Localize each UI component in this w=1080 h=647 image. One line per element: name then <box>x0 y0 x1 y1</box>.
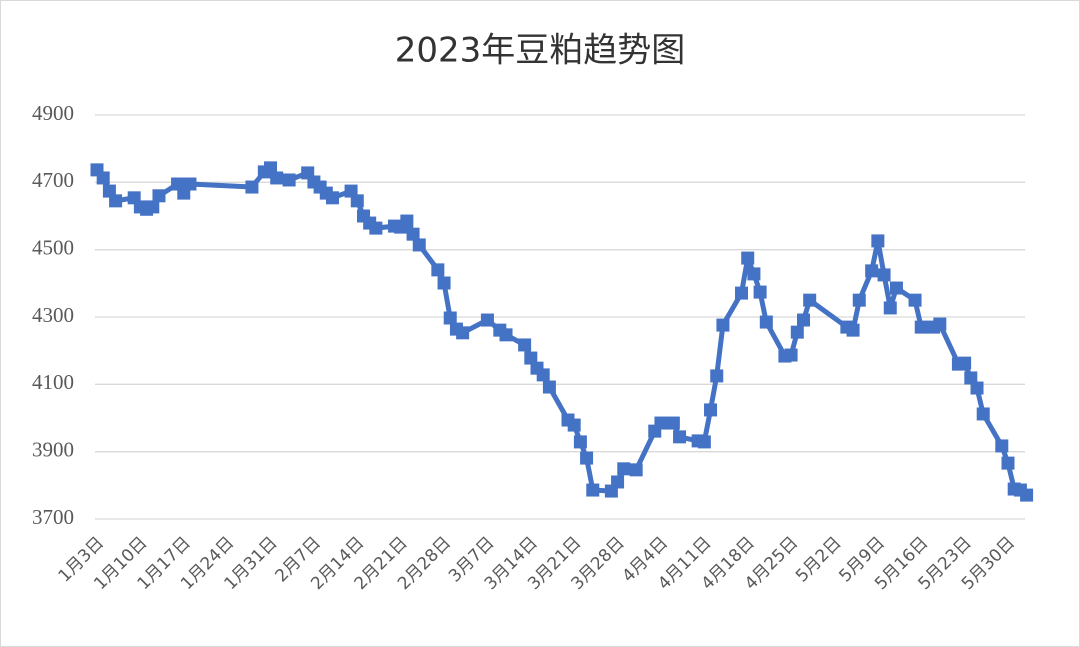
data-point <box>741 251 755 265</box>
data-point <box>369 221 383 235</box>
data-point <box>412 238 426 252</box>
y-tick-label: 4300 <box>32 303 74 327</box>
data-point <box>480 313 494 327</box>
data-point <box>536 368 550 382</box>
data-point <box>790 325 804 339</box>
data-point <box>152 189 166 203</box>
data-point <box>666 416 680 430</box>
series <box>90 161 1034 502</box>
data-point <box>871 234 885 248</box>
data-point <box>995 439 1009 453</box>
y-tick-label: 4700 <box>32 168 74 192</box>
data-point <box>109 194 123 208</box>
data-point <box>437 276 451 290</box>
data-point <box>710 369 724 383</box>
y-tick-label: 3900 <box>32 437 74 461</box>
data-point <box>400 214 414 228</box>
data-point <box>146 200 160 214</box>
data-point <box>908 293 922 307</box>
data-point <box>796 313 810 327</box>
y-tick-label: 4100 <box>32 370 74 394</box>
data-point <box>784 348 798 362</box>
data-point <box>183 177 197 191</box>
data-point <box>1020 488 1034 502</box>
data-point <box>716 318 730 332</box>
chart-title: 2023年豆粕趋势图 <box>395 31 686 71</box>
data-point <box>102 184 116 198</box>
data-point <box>1001 456 1015 470</box>
data-point <box>970 381 984 395</box>
data-point <box>914 320 928 334</box>
data-point <box>747 267 761 281</box>
data-point <box>524 351 538 365</box>
data-point <box>697 435 711 449</box>
y-tick-label: 3700 <box>32 505 74 529</box>
data-point <box>704 403 718 417</box>
data-point <box>282 173 296 187</box>
data-point <box>443 311 457 325</box>
data-point <box>735 286 749 300</box>
data-point <box>573 435 587 449</box>
data-point <box>964 371 978 385</box>
data-point <box>617 462 631 476</box>
data-point <box>325 191 339 205</box>
data-point <box>580 451 594 465</box>
data-point <box>883 301 897 315</box>
data-point <box>406 227 420 241</box>
data-point <box>753 285 767 299</box>
data-point <box>852 293 866 307</box>
data-point <box>933 317 947 331</box>
data-point <box>586 483 600 497</box>
data-point <box>976 407 990 421</box>
y-tick-label: 4900 <box>32 101 74 125</box>
data-point <box>431 263 445 277</box>
data-point <box>96 171 110 185</box>
data-point <box>877 268 891 282</box>
data-point <box>654 416 668 430</box>
data-point <box>518 338 532 352</box>
data-point <box>889 281 903 295</box>
data-point <box>759 315 773 329</box>
data-point <box>958 356 972 370</box>
y-tick-label: 4500 <box>32 235 74 259</box>
data-point <box>344 184 358 198</box>
data-point <box>264 161 278 175</box>
data-point <box>499 328 513 342</box>
data-point <box>350 194 364 208</box>
data-point <box>611 475 625 489</box>
data-point <box>270 171 284 185</box>
data-point <box>456 326 470 340</box>
data-point <box>542 380 556 394</box>
data-point <box>803 293 817 307</box>
data-point <box>673 430 687 444</box>
data-point <box>567 418 581 432</box>
data-point <box>865 264 879 278</box>
data-point <box>629 463 643 477</box>
data-point <box>846 323 860 337</box>
data-point <box>245 180 259 194</box>
